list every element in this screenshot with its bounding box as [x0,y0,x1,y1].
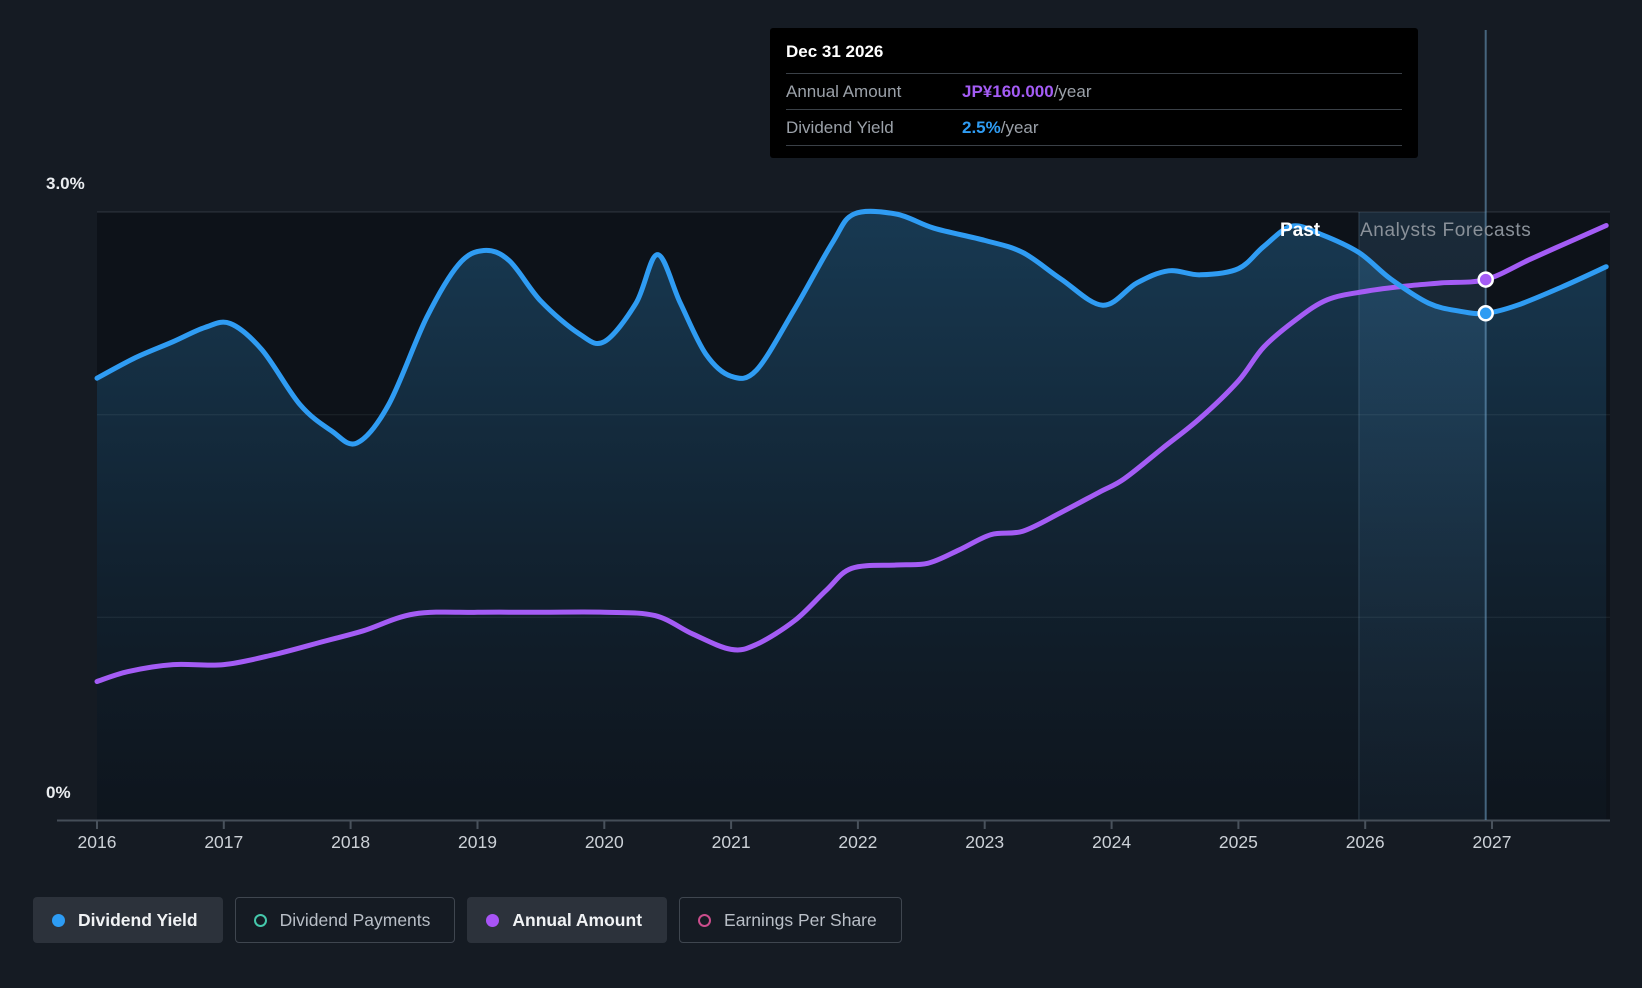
legend-button-dividend-yield[interactable]: Dividend Yield [33,897,223,943]
earnings-per-share-ring-icon [698,913,712,927]
tooltip-row-dividend-yield: Dividend Yield 2.5% /year [786,110,1402,146]
analysts-forecasts-label: Analysts Forecasts [1360,220,1532,241]
legend-label: Annual Amount [512,909,643,930]
annual-amount-dot-icon [486,913,500,927]
tooltip-row-annual-amount: Annual Amount JP¥160.000 /year [786,74,1402,110]
tooltip-label: Annual Amount [786,82,902,101]
y-axis-label-bottom: 0% [46,783,71,802]
legend-button-earnings-per-share[interactable]: Earnings Per Share [679,897,902,943]
legend-button-annual-amount[interactable]: Annual Amount [467,897,668,943]
past-region-label: Past [1280,220,1321,241]
tooltip-value-dividend-yield: 2.5% [962,118,1001,137]
chart-legend: Dividend Yield Dividend Payments Annual … [33,897,902,943]
tooltip-suffix: /year [1000,118,1039,137]
tooltip-date-title: Dec 31 2026 [786,42,1402,74]
dividend-yield-dot-icon [52,913,65,927]
y-axis-label-top: 3.0% [46,174,85,193]
tooltip-suffix: /year [1053,82,1092,101]
legend-label: Dividend Yield [78,909,198,930]
legend-label: Earnings Per Share [724,909,877,930]
chart-tooltip: Dec 31 2026 Annual Amount JP¥160.000 /ye… [770,28,1418,158]
legend-label: Dividend Payments [279,909,431,930]
legend-button-dividend-payments[interactable]: Dividend Payments [234,897,456,943]
tooltip-value-annual-amount: JP¥160.000 [962,82,1054,101]
dividend-payments-ring-icon [253,913,267,927]
tooltip-label: Dividend Yield [786,118,894,137]
